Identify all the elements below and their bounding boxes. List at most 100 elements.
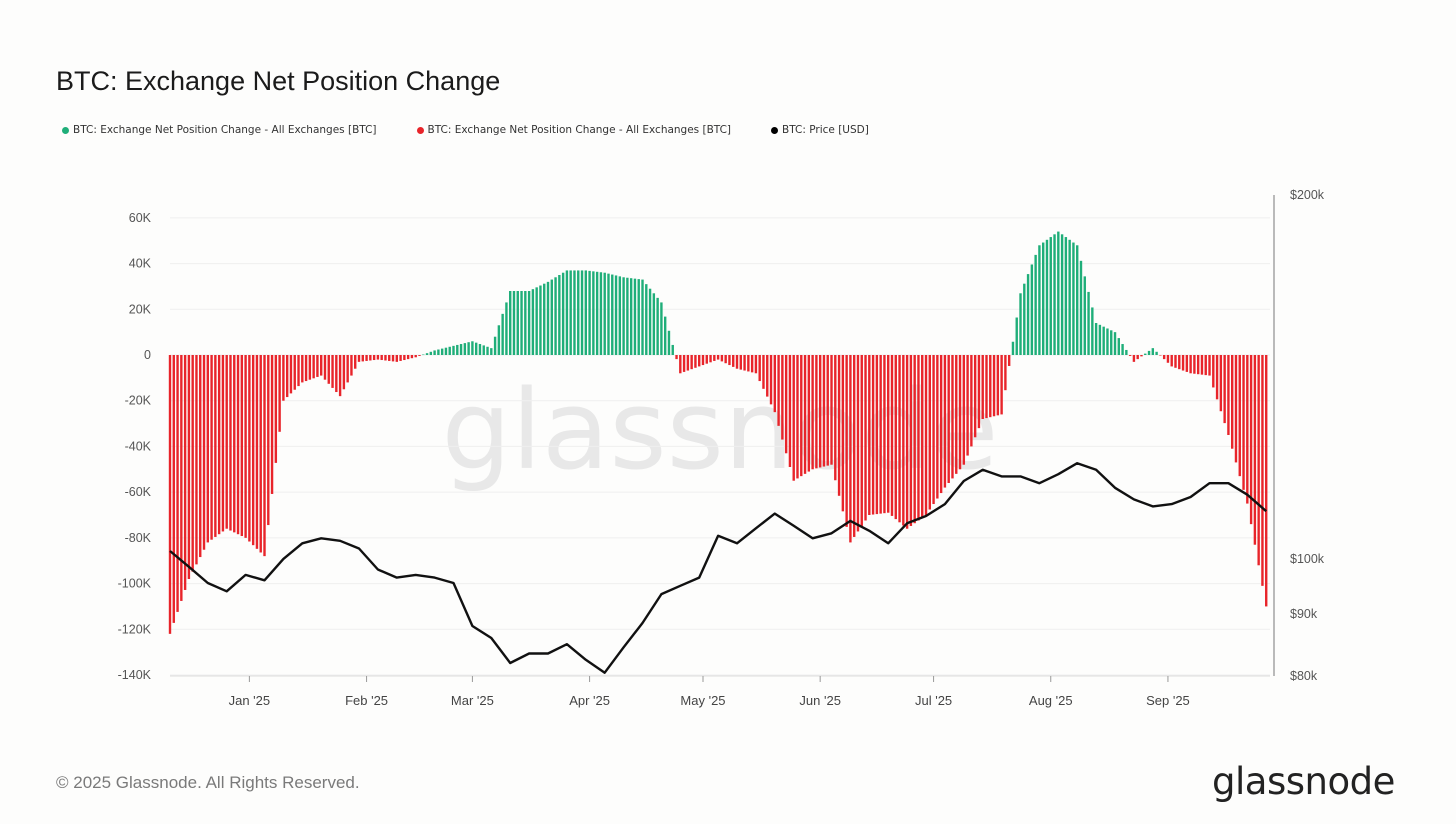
net-position-bar xyxy=(758,355,761,382)
net-position-bar xyxy=(543,283,546,355)
net-position-bar xyxy=(1019,293,1022,355)
net-position-bar xyxy=(1181,355,1185,371)
grid xyxy=(170,217,1270,676)
legend-item-inflow[interactable]: BTC: Exchange Net Position Change - All … xyxy=(62,124,377,136)
net-position-bar xyxy=(939,355,943,494)
net-position-bar xyxy=(1030,264,1034,355)
x-tick-label: Feb '25 xyxy=(345,693,388,708)
net-position-bar xyxy=(1208,355,1211,376)
legend-dot-black xyxy=(771,126,779,134)
net-position-bar xyxy=(440,348,444,355)
y-tick-label: -140K xyxy=(118,668,152,682)
net-position-bar xyxy=(490,348,493,355)
net-position-bar xyxy=(660,302,663,355)
net-position-bar xyxy=(921,355,924,518)
net-position-bar xyxy=(573,270,576,355)
glassnode-logo: glassnode xyxy=(1212,760,1395,803)
net-position-bar xyxy=(739,355,742,370)
net-position-bar xyxy=(516,291,519,355)
legend-item-outflow[interactable]: BTC: Exchange Net Position Change - All … xyxy=(416,124,731,136)
net-position-bar xyxy=(240,355,244,537)
net-position-bar xyxy=(720,355,724,362)
net-position-bar xyxy=(1023,283,1026,355)
net-position-bar xyxy=(902,355,905,526)
net-position-bar xyxy=(841,355,845,512)
net-position-bar xyxy=(376,355,380,360)
net-position-bar xyxy=(1204,355,1207,376)
net-position-bar xyxy=(569,270,572,355)
net-position-bar xyxy=(754,355,758,374)
net-position-bar xyxy=(679,355,682,374)
right-tick-label: $200k xyxy=(1290,188,1325,202)
net-position-bar xyxy=(622,277,625,355)
net-position-bar xyxy=(958,355,962,470)
net-position-bar xyxy=(1147,350,1151,355)
y-tick-label: -80K xyxy=(125,531,152,545)
net-position-bar xyxy=(577,270,580,355)
net-position-bar xyxy=(391,355,395,362)
net-position-bar xyxy=(437,349,440,355)
net-position-bar xyxy=(463,343,467,355)
net-position-bar xyxy=(191,355,194,572)
net-position-bar xyxy=(618,276,622,355)
net-position-bar xyxy=(183,355,187,590)
y-tick-label: -60K xyxy=(125,485,152,499)
net-position-bar xyxy=(830,355,833,465)
net-position-bar xyxy=(406,355,410,360)
net-position-bar xyxy=(1151,348,1155,355)
legend-item-price[interactable]: BTC: Price [USD] xyxy=(771,124,869,136)
net-position-bar xyxy=(1159,355,1162,356)
net-position-bar xyxy=(781,355,784,440)
net-position-bar xyxy=(890,355,894,516)
net-position-bar xyxy=(350,355,353,376)
net-position-bar xyxy=(788,355,792,467)
net-position-bar xyxy=(312,355,315,379)
net-position-bar xyxy=(414,355,417,358)
net-position-bar xyxy=(743,355,746,371)
net-position-bar xyxy=(274,355,278,463)
net-position-bar xyxy=(289,355,293,394)
net-position-bar xyxy=(369,355,372,361)
net-position-bar xyxy=(803,355,807,474)
net-position-bar xyxy=(323,355,327,380)
net-position-bar xyxy=(561,272,565,355)
net-position-bar xyxy=(898,355,901,523)
net-position-bar xyxy=(845,355,848,527)
net-position-bar xyxy=(1049,237,1052,355)
net-position-bar xyxy=(1170,355,1173,367)
net-position-bar xyxy=(989,355,992,418)
net-position-bar xyxy=(1094,323,1098,355)
net-position-bar xyxy=(694,355,697,368)
net-position-bar xyxy=(955,355,958,474)
net-position-bar xyxy=(486,346,489,355)
net-position-bar xyxy=(607,273,610,355)
net-position-bar xyxy=(1132,355,1136,362)
net-position-bar xyxy=(1041,242,1045,355)
net-position-bar xyxy=(826,355,829,466)
x-tick-label: Jan '25 xyxy=(229,693,271,708)
net-position-bar xyxy=(924,355,928,515)
net-position-bar xyxy=(800,355,803,477)
net-position-bar xyxy=(724,355,727,364)
net-position-bar xyxy=(1265,355,1268,607)
net-position-bar xyxy=(951,355,954,479)
net-position-bar xyxy=(168,355,172,634)
net-position-bar xyxy=(716,355,720,360)
net-position-bar xyxy=(690,355,693,370)
net-position-bar xyxy=(856,355,860,532)
chart-title: BTC: Exchange Net Position Change xyxy=(56,66,501,96)
net-position-bar xyxy=(388,355,391,361)
right-tick-label: $90k xyxy=(1290,607,1318,621)
net-position-bar xyxy=(357,355,361,362)
net-position-bar xyxy=(645,284,648,355)
net-position-bar xyxy=(554,277,557,355)
net-position-bar xyxy=(713,355,716,361)
net-position-bar xyxy=(539,285,542,355)
net-position-bar xyxy=(849,355,852,543)
net-position-bar xyxy=(1007,355,1011,366)
net-position-bar xyxy=(558,275,561,355)
y-tick-label: -100K xyxy=(118,577,152,591)
net-position-bar xyxy=(592,271,595,355)
net-position-bar xyxy=(509,291,512,355)
